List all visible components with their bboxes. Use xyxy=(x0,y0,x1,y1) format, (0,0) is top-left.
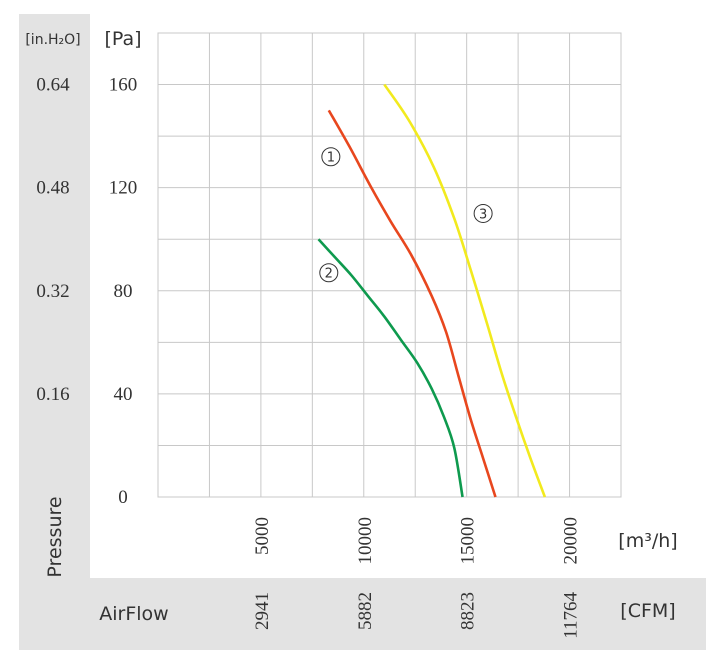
curve-2-label: 2 xyxy=(325,267,333,282)
y-axis-pa-ticks: 0 40 80 120 160 xyxy=(109,75,138,508)
curve-1-marker xyxy=(321,147,341,167)
y-axis-inh2o-ticks: 0.16 0.32 0.48 0.64 xyxy=(36,75,70,405)
x-tick-label-m3h: 5000 xyxy=(252,517,273,555)
y-axis-title: Pressure xyxy=(44,496,66,577)
curve-1-label: 1 xyxy=(327,151,335,166)
x-tick-label-cfm: 11764 xyxy=(561,592,582,639)
y-unit-secondary: [in.H₂O] xyxy=(25,32,80,48)
x-axis-cfm-ticks: 2941 5882 8823 11764 xyxy=(252,592,582,639)
x-tick-label-cfm: 8823 xyxy=(458,592,479,630)
y-tick-label-pa: 40 xyxy=(114,384,133,405)
y-tick-label-inh2o: 0.16 xyxy=(36,384,69,405)
y-tick-label-inh2o: 0.48 xyxy=(36,178,69,199)
x-axis-m3h-ticks: 5000 10000 15000 20000 xyxy=(252,517,582,565)
curve-1 xyxy=(327,109,497,498)
curve-2 xyxy=(317,238,464,498)
curve-3-marker xyxy=(473,203,493,223)
x-unit-secondary: [CFM] xyxy=(620,600,675,622)
grid xyxy=(157,32,622,498)
y-tick-label-pa: 160 xyxy=(109,75,138,96)
left-axis-panel xyxy=(19,14,90,578)
y-tick-label-pa: 80 xyxy=(114,281,133,302)
curve-3 xyxy=(383,83,547,498)
x-tick-label-cfm: 2941 xyxy=(252,592,273,630)
y-tick-label-pa: 0 xyxy=(118,487,128,508)
x-tick-label-m3h: 10000 xyxy=(355,517,376,565)
y-tick-label-inh2o: 0.32 xyxy=(36,281,69,302)
x-tick-label-m3h: 20000 xyxy=(561,517,582,565)
curve-3-label: 3 xyxy=(479,207,487,222)
plot-frame xyxy=(157,32,622,498)
curves: 1 2 3 xyxy=(317,83,547,498)
x-tick-label-m3h: 15000 xyxy=(458,517,479,565)
x-tick-label-cfm: 5882 xyxy=(355,592,376,630)
x-axis-title: AirFlow xyxy=(99,603,168,625)
bottom-axis-panel xyxy=(19,578,706,650)
y-unit-primary: [Pa] xyxy=(104,28,141,50)
x-unit-primary: [m³/h] xyxy=(618,530,677,552)
curve-2-marker xyxy=(319,263,339,283)
y-tick-label-inh2o: 0.64 xyxy=(36,75,70,96)
y-tick-label-pa: 120 xyxy=(109,178,138,199)
